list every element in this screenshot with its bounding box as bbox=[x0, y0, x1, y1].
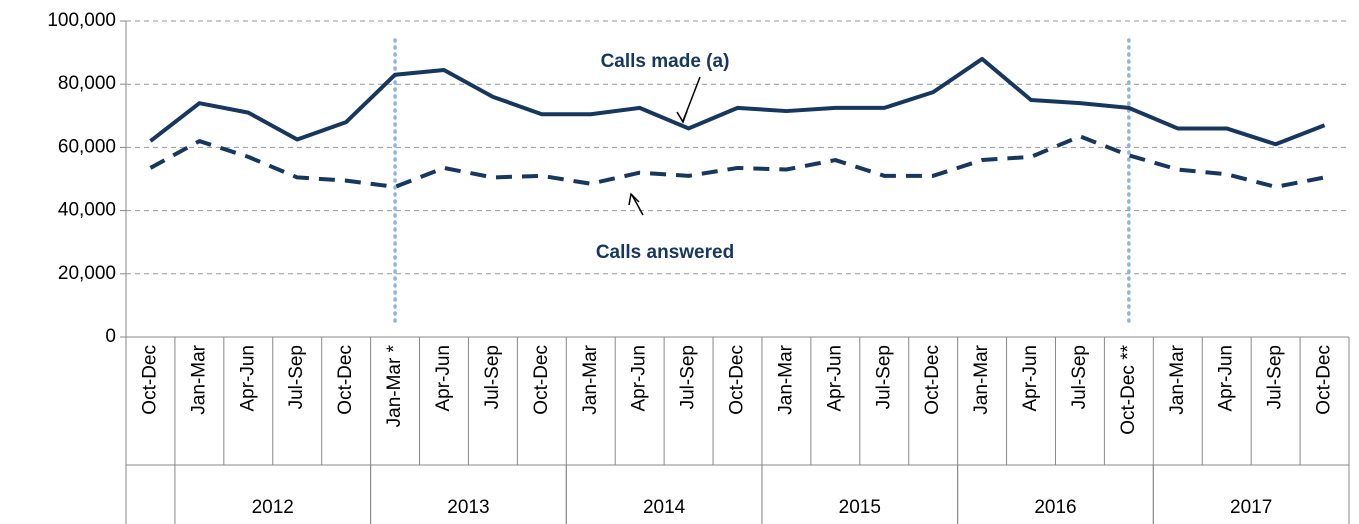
x-tick-label: Oct-Dec bbox=[922, 345, 943, 415]
x-tick-label: Jul-Sep bbox=[1069, 345, 1090, 409]
y-tick-label: 40,000 bbox=[58, 200, 116, 221]
group-label: 2015 bbox=[839, 497, 881, 518]
x-tick-label: Jan-Mar * bbox=[384, 344, 405, 427]
x-tick-label: Apr-Jun bbox=[433, 345, 454, 412]
x-tick-label: Oct-Dec bbox=[531, 345, 552, 415]
group-label: 2016 bbox=[1034, 497, 1076, 518]
x-tick-label: Oct-Dec bbox=[727, 345, 748, 415]
series-line bbox=[149, 56, 1326, 147]
x-tick-label: Jul-Sep bbox=[873, 345, 894, 409]
x-tick-label: Apr-Jun bbox=[824, 345, 845, 412]
x-tick-label: Jan-Mar bbox=[580, 344, 601, 414]
x-tick-label: Jul-Sep bbox=[286, 345, 307, 409]
annotation: Calls answered bbox=[596, 242, 734, 263]
x-tick-label: Jan-Mar bbox=[775, 344, 796, 414]
x-tick-label: Oct-Dec bbox=[139, 345, 160, 415]
y-tick-label: 20,000 bbox=[58, 263, 116, 284]
x-tick-label: Oct-Dec bbox=[1314, 345, 1335, 415]
y-tick-label: 100,000 bbox=[47, 10, 116, 31]
x-tick-label: Apr-Jun bbox=[1020, 345, 1041, 412]
annotation-arrows bbox=[628, 76, 701, 216]
group-label: 2013 bbox=[447, 497, 489, 518]
x-tick-label: Apr-Jun bbox=[629, 345, 650, 412]
y-tick-label: 80,000 bbox=[58, 73, 116, 94]
x-tick-label: Jul-Sep bbox=[482, 345, 503, 409]
series-line bbox=[149, 134, 1325, 189]
x-tick-label: Jul-Sep bbox=[1265, 345, 1286, 409]
group-label: 2017 bbox=[1230, 497, 1272, 518]
x-tick-label: Jul-Sep bbox=[678, 345, 699, 409]
x-tick-label: Jan-Mar bbox=[971, 344, 992, 414]
x-tick-label: Apr-Jun bbox=[1216, 345, 1237, 412]
y-tick-label: 60,000 bbox=[58, 136, 116, 157]
annotation: Calls made (a) bbox=[601, 51, 730, 72]
group-label: 2014 bbox=[643, 497, 686, 518]
x-tick-label: Apr-Jun bbox=[237, 345, 258, 412]
y-tick-label: 0 bbox=[105, 326, 116, 347]
x-tick-label: Oct-Dec bbox=[335, 345, 356, 415]
group-label: 2012 bbox=[252, 497, 294, 518]
x-tick-label: Jan-Mar bbox=[1167, 344, 1188, 414]
x-tick-label: Oct-Dec ** bbox=[1118, 344, 1139, 434]
x-tick-label: Jan-Mar bbox=[188, 344, 209, 414]
